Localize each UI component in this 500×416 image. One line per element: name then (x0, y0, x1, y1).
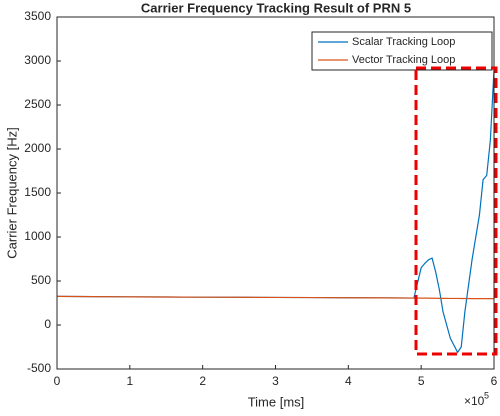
x-axis-label: Time [ms] (248, 394, 305, 409)
axes-box (56, 16, 495, 370)
x-tick-label: 6 (491, 374, 498, 388)
x-tick-label: 1 (126, 374, 133, 388)
highlight-box (414, 66, 498, 356)
y-tick-label: 1000 (24, 229, 51, 243)
x-tick-label: 0 (54, 374, 61, 388)
x-tick-label: 5 (418, 374, 425, 388)
x-tick-label: 3 (272, 374, 279, 388)
y-tick-label: -500 (27, 361, 51, 375)
y-axis-label: Carrier Frequency [Hz] (4, 127, 19, 258)
chart-title: Carrier Frequency Tracking Result of PRN… (141, 0, 411, 15)
x-multiplier-exp: 5 (484, 390, 489, 400)
legend-label: Vector Tracking Loop (352, 54, 455, 66)
y-tick-label: 500 (31, 273, 51, 287)
y-tick-label: 2500 (24, 97, 51, 111)
legend-label: Scalar Tracking Loop (352, 36, 455, 48)
y-tick-label: 3500 (24, 9, 51, 23)
y-tick-label: 1500 (24, 185, 51, 199)
y-tick-label: 3000 (24, 53, 51, 67)
y-tick-label: 0 (44, 317, 51, 331)
legend-box (311, 31, 493, 71)
plot-background (57, 17, 494, 369)
x-tick-label: 2 (199, 374, 206, 388)
x-tick-label: 4 (345, 374, 352, 388)
data-line (56, 295, 494, 300)
y-tick-label: 2000 (24, 141, 51, 155)
x-multiplier: ×10 (464, 394, 485, 408)
